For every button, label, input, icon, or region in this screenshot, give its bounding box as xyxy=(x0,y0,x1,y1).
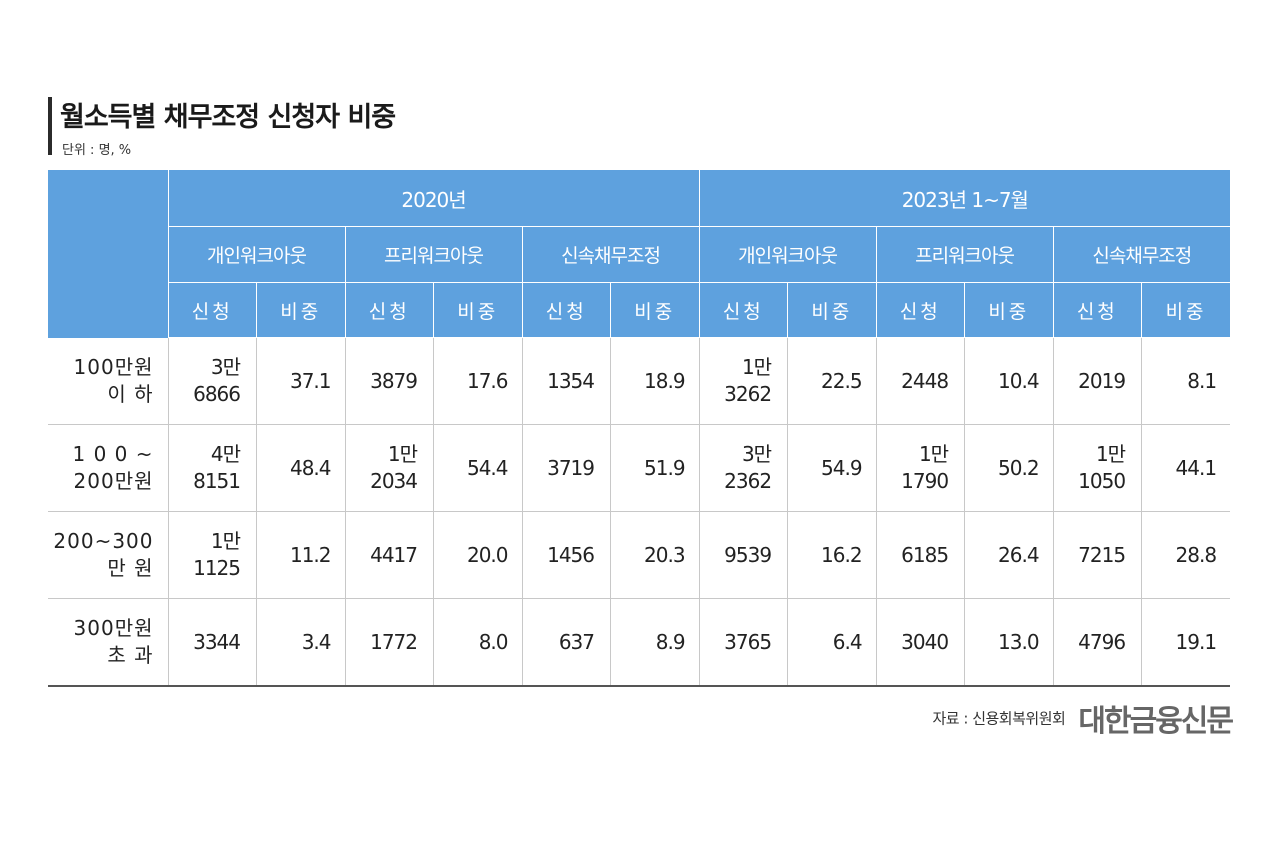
row-label: 200~300 만 원 xyxy=(48,511,168,599)
table-row: 100만원 이 하 3만 6866 37.1 3879 17.6 1354 18.9 1만 3262… xyxy=(48,337,1231,425)
source-line: 자료 : 신용회복위원회 대한금융신문 xyxy=(932,696,1234,740)
unit-label: 단위 : 명, % xyxy=(62,143,132,158)
measure-header: 비중 xyxy=(433,282,522,338)
cell-share: 22.5 xyxy=(787,337,877,425)
cell-share: 37.1 xyxy=(256,337,345,425)
cell-applicants: 4만 8151 xyxy=(167,424,257,512)
program-header: 프리워크아웃 xyxy=(344,226,522,283)
cell-share: 48.4 xyxy=(256,424,345,512)
brand-logo: 대한금융신문 xyxy=(1078,704,1234,739)
measure-header: 신청 xyxy=(167,282,257,338)
cell-applicants: 6185 xyxy=(875,511,965,599)
cell-share: 19.1 xyxy=(1141,598,1231,687)
measure-header: 비중 xyxy=(610,282,700,338)
cell-applicants: 1만 2034 xyxy=(344,424,434,512)
cell-share: 17.6 xyxy=(433,337,522,425)
measure-header: 신청 xyxy=(521,282,611,338)
cell-applicants: 4796 xyxy=(1052,598,1142,687)
cell-applicants: 1만 1790 xyxy=(875,424,965,512)
measure-header: 비중 xyxy=(256,282,345,338)
table-row: 300만원 초 과 3344 3.4 1772 8.0 637 8.9 3765 6.4 3040 1… xyxy=(48,598,1231,687)
cell-share: 54.4 xyxy=(433,424,522,512)
data-table: 2020년 2023년 1~7월 개인워크아웃 프리워크아웃 신속채무조정 개인워크아웃… xyxy=(48,170,1231,687)
title-accent-bar xyxy=(48,97,52,155)
cell-share: 13.0 xyxy=(964,598,1054,687)
cell-applicants: 3719 xyxy=(521,424,611,512)
cell-applicants: 1772 xyxy=(344,598,434,687)
cell-share: 51.9 xyxy=(610,424,700,512)
measure-header: 비중 xyxy=(787,282,877,338)
cell-share: 18.9 xyxy=(610,337,700,425)
cell-applicants: 1만 3262 xyxy=(698,337,788,425)
cell-applicants: 4417 xyxy=(344,511,434,599)
row-label: 100만원 이 하 xyxy=(48,337,168,425)
cell-share: 20.3 xyxy=(610,511,700,599)
period-header: 2020년 xyxy=(167,170,700,227)
measure-header: 신청 xyxy=(698,282,788,338)
cell-applicants: 1456 xyxy=(521,511,611,599)
cell-share: 8.1 xyxy=(1141,337,1231,425)
cell-applicants: 1만 1125 xyxy=(167,511,257,599)
cell-applicants: 9539 xyxy=(698,511,788,599)
cell-applicants: 2448 xyxy=(875,337,965,425)
stub-header xyxy=(48,170,168,338)
cell-share: 3.4 xyxy=(256,598,345,687)
cell-applicants: 3만 2362 xyxy=(698,424,788,512)
cell-applicants: 3만 6866 xyxy=(167,337,257,425)
cell-share: 28.8 xyxy=(1141,511,1231,599)
row-label: 300만원 초 과 xyxy=(48,598,168,687)
cell-applicants: 3344 xyxy=(167,598,257,687)
program-header: 신속채무조정 xyxy=(1052,226,1231,283)
cell-share: 16.2 xyxy=(787,511,877,599)
cell-applicants: 3040 xyxy=(875,598,965,687)
cell-share: 8.0 xyxy=(433,598,522,687)
cell-share: 26.4 xyxy=(964,511,1054,599)
cell-share: 50.2 xyxy=(964,424,1054,512)
cell-applicants: 3765 xyxy=(698,598,788,687)
cell-share: 10.4 xyxy=(964,337,1054,425)
cell-applicants: 637 xyxy=(521,598,611,687)
table-row: 1 0 0 ~200만원 4만 8151 48.4 1만 2034 54.4 3719 51.9… xyxy=(48,424,1231,512)
program-header: 프리워크아웃 xyxy=(875,226,1054,283)
measure-header: 비중 xyxy=(964,282,1054,338)
program-header: 개인워크아웃 xyxy=(167,226,345,283)
measure-header: 비중 xyxy=(1141,282,1231,338)
table-row: 200~300 만 원 1만 1125 11.2 4417 20.0 1456 20.3 9539… xyxy=(48,511,1231,599)
program-header: 신속채무조정 xyxy=(521,226,700,283)
measure-header: 신청 xyxy=(344,282,434,338)
cell-share: 11.2 xyxy=(256,511,345,599)
chart-title: 월소득별 채무조정 신청자 비중 xyxy=(60,102,396,133)
source-text: 자료 : 신용회복위원회 xyxy=(932,709,1066,728)
program-header: 개인워크아웃 xyxy=(698,226,877,283)
cell-applicants: 1만 1050 xyxy=(1052,424,1142,512)
cell-applicants: 1354 xyxy=(521,337,611,425)
cell-applicants: 7215 xyxy=(1052,511,1142,599)
measure-header: 신청 xyxy=(1052,282,1142,338)
cell-applicants: 3879 xyxy=(344,337,434,425)
row-label: 1 0 0 ~200만원 xyxy=(48,424,168,512)
cell-share: 54.9 xyxy=(787,424,877,512)
cell-share: 44.1 xyxy=(1141,424,1231,512)
period-header: 2023년 1~7월 xyxy=(698,170,1231,227)
cell-share: 6.4 xyxy=(787,598,877,687)
cell-share: 8.9 xyxy=(610,598,700,687)
measure-header: 신청 xyxy=(875,282,965,338)
cell-applicants: 2019 xyxy=(1052,337,1142,425)
cell-share: 20.0 xyxy=(433,511,522,599)
